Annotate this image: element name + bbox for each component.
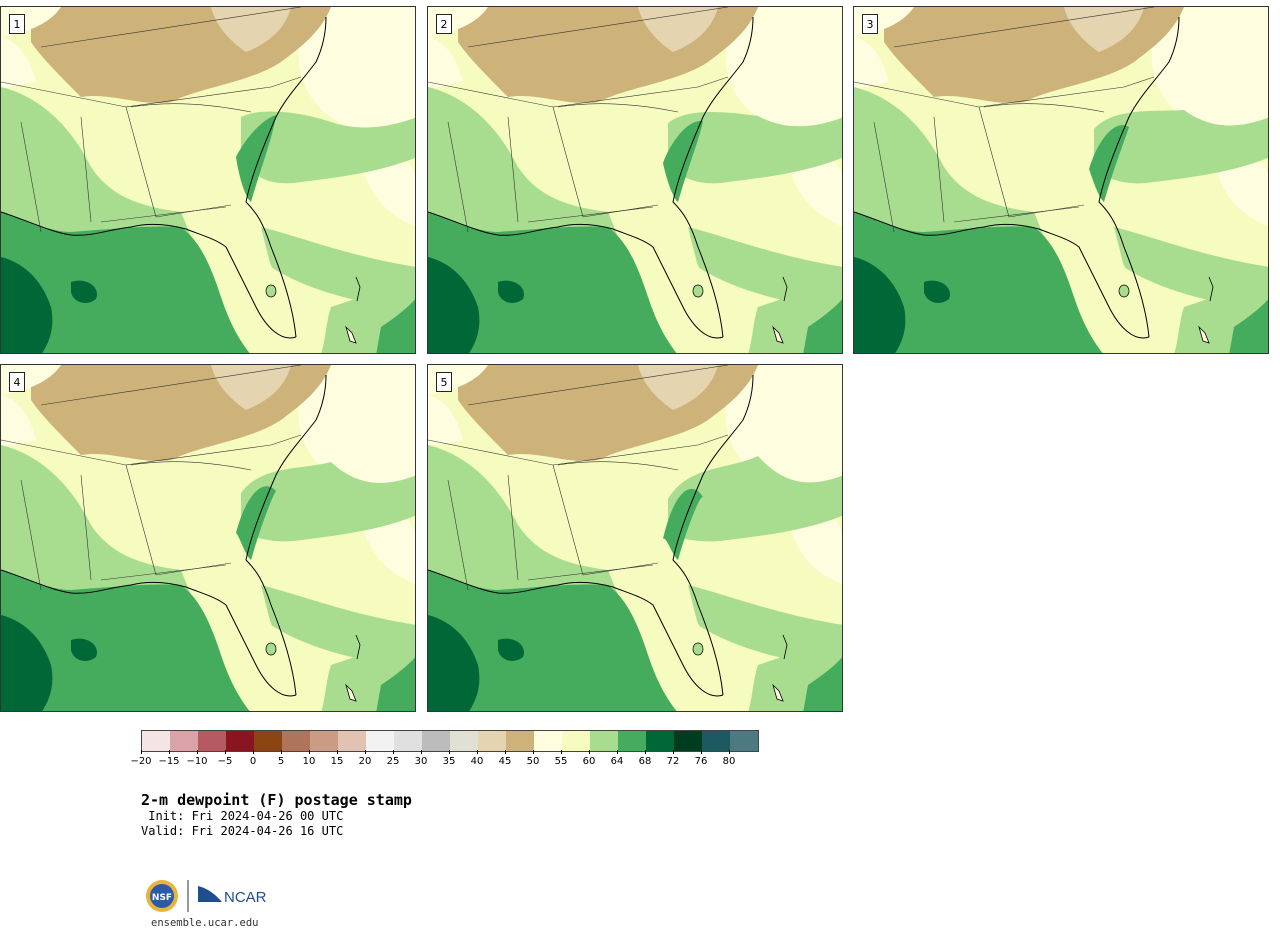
colorbar-tick	[225, 750, 226, 754]
colorbar-swatch	[478, 731, 506, 751]
colorbar-tick	[533, 750, 534, 754]
colorbar-tick-label: 50	[526, 756, 540, 767]
colorbar-tick	[701, 750, 702, 754]
panel-number: 4	[9, 372, 25, 392]
map-panel-4: 4	[0, 364, 416, 712]
dewpoint-map-2	[428, 7, 842, 353]
colorbar-tick-label: 25	[386, 756, 400, 767]
colorbar-tick	[561, 750, 562, 754]
colorbar-tick-label: 80	[722, 756, 736, 767]
map-panel-3: 3	[853, 6, 1269, 354]
colorbar-tick-label: 45	[498, 756, 512, 767]
svg-text:NSF: NSF	[152, 893, 172, 903]
colorbar-tick	[449, 750, 450, 754]
nsf-logo-icon: NSF	[146, 880, 178, 912]
init-time: Init: Fri 2024-04-26 00 UTC	[141, 809, 344, 823]
colorbar-tick	[365, 750, 366, 754]
colorbar-tick	[421, 750, 422, 754]
colorbar-swatch	[674, 731, 702, 751]
colorbar-swatch	[646, 731, 674, 751]
valid-time: Valid: Fri 2024-04-26 16 UTC	[141, 824, 344, 838]
colorbar-swatch	[450, 731, 478, 751]
colorbar-swatch	[730, 731, 758, 751]
colorbar-tick-label: −15	[158, 756, 180, 767]
website-url: ensemble.ucar.edu	[151, 917, 259, 929]
dewpoint-map-3	[854, 7, 1268, 353]
colorbar-tick-label: 35	[442, 756, 456, 767]
nsf-ncar-logo: NSF NCAR	[146, 880, 267, 912]
colorbar-tick-label: 5	[277, 756, 285, 767]
colorbar-swatch	[366, 731, 394, 751]
colorbar-swatch	[226, 731, 254, 751]
colorbar-swatch	[254, 731, 282, 751]
colorbar-tick-label: −20	[130, 756, 152, 767]
colorbar-tick	[281, 750, 282, 754]
colorbar	[141, 730, 759, 752]
colorbar-swatch	[618, 731, 646, 751]
colorbar-tick-label: 10	[302, 756, 316, 767]
colorbar-tick-label: 60	[582, 756, 596, 767]
colorbar-swatch	[310, 731, 338, 751]
colorbar-tick-label: 76	[694, 756, 708, 767]
colorbar-swatch	[338, 731, 366, 751]
colorbar-swatch	[198, 731, 226, 751]
colorbar-tick-label: 68	[638, 756, 652, 767]
colorbar-tick-label: 15	[330, 756, 344, 767]
panel-number: 2	[436, 14, 452, 34]
colorbar-tick-label: 40	[470, 756, 484, 767]
colorbar-swatch	[422, 731, 450, 751]
colorbar-tick	[197, 750, 198, 754]
colorbar-tick-label: 20	[358, 756, 372, 767]
dewpoint-map-4	[1, 365, 415, 711]
colorbar-tick	[169, 750, 170, 754]
map-panel-2: 2	[427, 6, 843, 354]
colorbar-tick	[729, 750, 730, 754]
colorbar-swatch	[142, 731, 170, 751]
panel-number: 3	[862, 14, 878, 34]
map-panel-5: 5	[427, 364, 843, 712]
colorbar-tick	[393, 750, 394, 754]
colorbar-swatch	[590, 731, 618, 751]
colorbar-tick	[337, 750, 338, 754]
colorbar-swatch	[506, 731, 534, 751]
colorbar-tick-label: 72	[666, 756, 680, 767]
colorbar-tick	[141, 750, 142, 754]
dewpoint-map-5	[428, 365, 842, 711]
colorbar-swatch	[394, 731, 422, 751]
svg-text:NCAR: NCAR	[224, 889, 267, 906]
colorbar-swatch	[282, 731, 310, 751]
panel-number: 5	[436, 372, 452, 392]
colorbar-tick-label: 64	[610, 756, 624, 767]
colorbar-tick	[645, 750, 646, 754]
colorbar-tick	[253, 750, 254, 754]
colorbar-tick-label: −5	[217, 756, 233, 767]
colorbar-tick	[589, 750, 590, 754]
colorbar-swatch	[702, 731, 730, 751]
colorbar-swatch	[562, 731, 590, 751]
colorbar-swatch	[170, 731, 198, 751]
colorbar-tick-label: −10	[186, 756, 208, 767]
colorbar-ticks: −20 −15 −10 −5 0 5 10 15 20 25 30 35 40 45 50 55 60 64 68 7…	[130, 750, 761, 770]
colorbar-tick-label: 55	[554, 756, 568, 767]
panel-number: 1	[9, 14, 25, 34]
colorbar-tick	[617, 750, 618, 754]
colorbar-tick	[477, 750, 478, 754]
colorbar-tick-label: 30	[414, 756, 428, 767]
colorbar-tick	[505, 750, 506, 754]
ncar-logo-icon: NCAR	[198, 886, 267, 906]
colorbar-tick	[309, 750, 310, 754]
colorbar-tick-label: 0	[249, 756, 257, 767]
dewpoint-map-1	[1, 7, 415, 353]
map-panel-1: 1	[0, 6, 416, 354]
figure-title: 2-m dewpoint (F) postage stamp	[141, 791, 412, 809]
colorbar-swatch	[534, 731, 562, 751]
colorbar-tick	[673, 750, 674, 754]
